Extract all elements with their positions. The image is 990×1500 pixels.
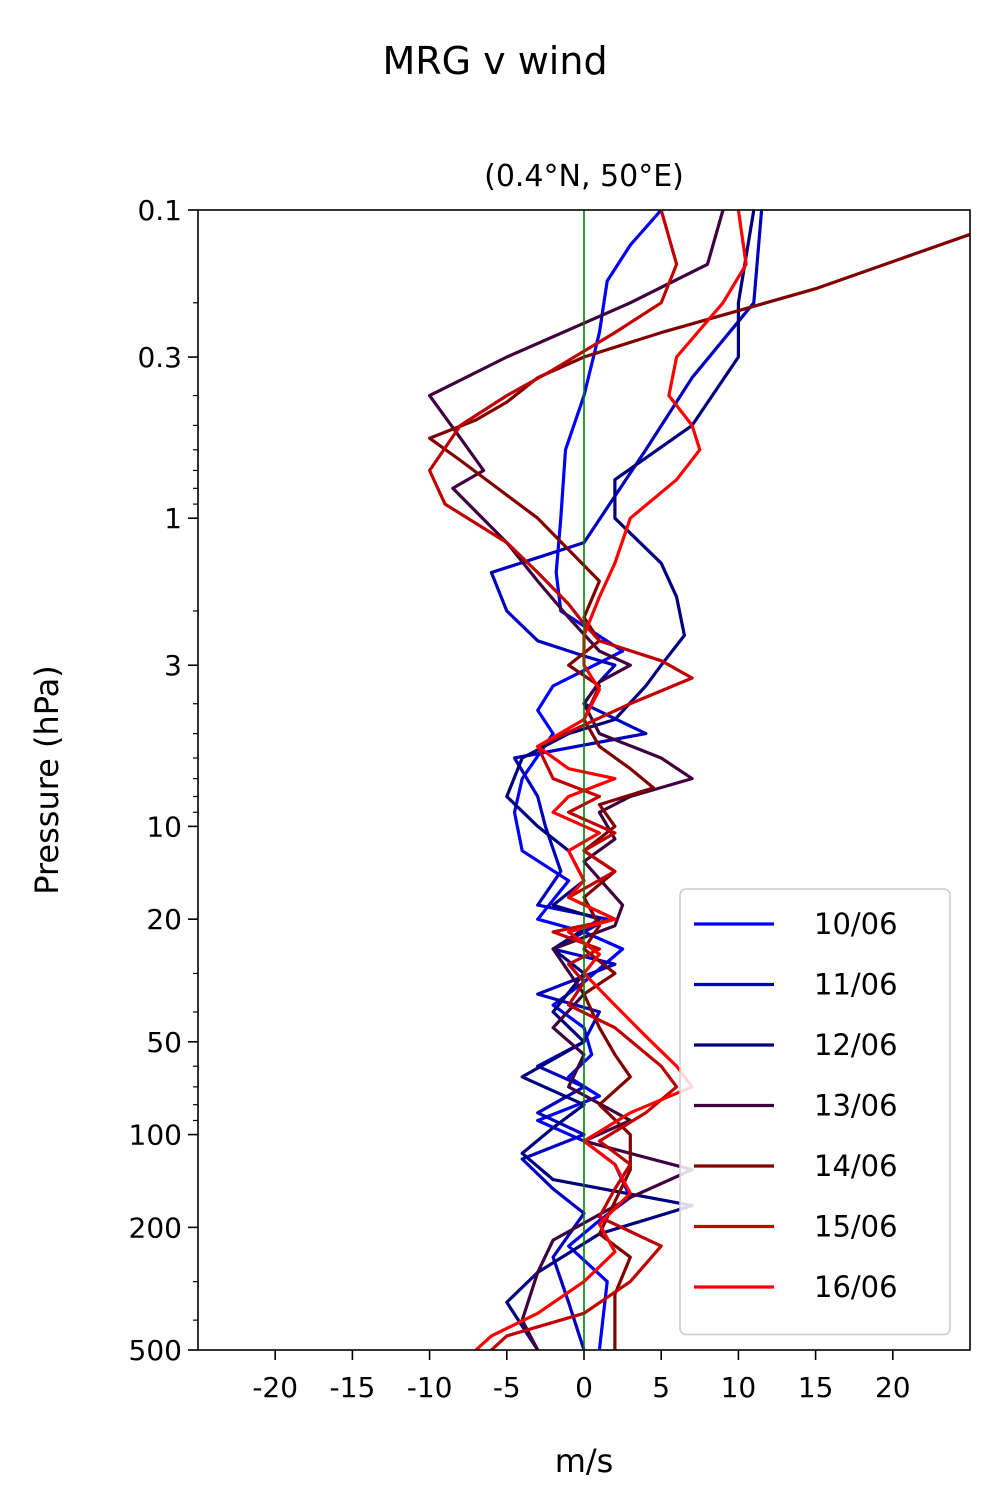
series-line-4	[428, 210, 725, 1350]
y-tick-label: 200	[129, 1211, 182, 1244]
x-tick-label: 10	[721, 1371, 757, 1404]
y-tick-label: 20	[146, 903, 182, 936]
x-tick-label: -5	[493, 1371, 521, 1404]
series-line-1	[512, 210, 663, 1350]
y-tick-label: 10	[146, 810, 182, 843]
x-tick-label: 0	[575, 1371, 593, 1404]
x-axis-ticks: -20 -15 -10 -5 0 5 10 15 20	[252, 1350, 911, 1404]
y-tick-label: 50	[146, 1026, 182, 1059]
chart-subtitle: (0.4°N, 50°E)	[484, 159, 684, 194]
y-axis-ticks: 0.1 0.3 1 3 10 20 50 100 200 500	[129, 194, 198, 1367]
y-tick-label: 100	[129, 1119, 182, 1152]
x-tick-label: -15	[330, 1371, 376, 1404]
y-tick-label: 0.1	[137, 194, 182, 227]
x-tick-label: 5	[652, 1371, 670, 1404]
x-tick-label: -20	[252, 1371, 298, 1404]
legend-label: 14/06	[814, 1149, 898, 1183]
y-tick-label: 500	[129, 1334, 182, 1367]
legend-label: 16/06	[814, 1270, 898, 1304]
y-tick-label: 3	[164, 649, 182, 682]
legend-label: 11/06	[814, 968, 898, 1002]
series-line-2	[489, 210, 764, 1350]
y-tick-label: 0.3	[137, 341, 182, 374]
x-tick-label: 20	[875, 1371, 911, 1404]
legend: 10/06 11/06 12/06 13/06 14/06 15/06 16/06	[679, 888, 951, 1336]
legend-label: 10/06	[814, 907, 898, 941]
series-line-6	[428, 210, 694, 1350]
legend-label: 12/06	[814, 1028, 898, 1062]
legend-box	[679, 888, 951, 1336]
x-tick-label: -10	[407, 1371, 453, 1404]
series-layer	[428, 210, 970, 1350]
chart-title: MRG v wind	[382, 39, 607, 83]
y-axis-label: Pressure (hPa)	[28, 665, 66, 895]
legend-label: 13/06	[814, 1089, 898, 1123]
legend-label: 15/06	[814, 1210, 898, 1244]
x-axis-label: m/s	[555, 1442, 614, 1480]
x-tick-label: 15	[798, 1371, 834, 1404]
y-tick-label: 1	[164, 502, 182, 535]
